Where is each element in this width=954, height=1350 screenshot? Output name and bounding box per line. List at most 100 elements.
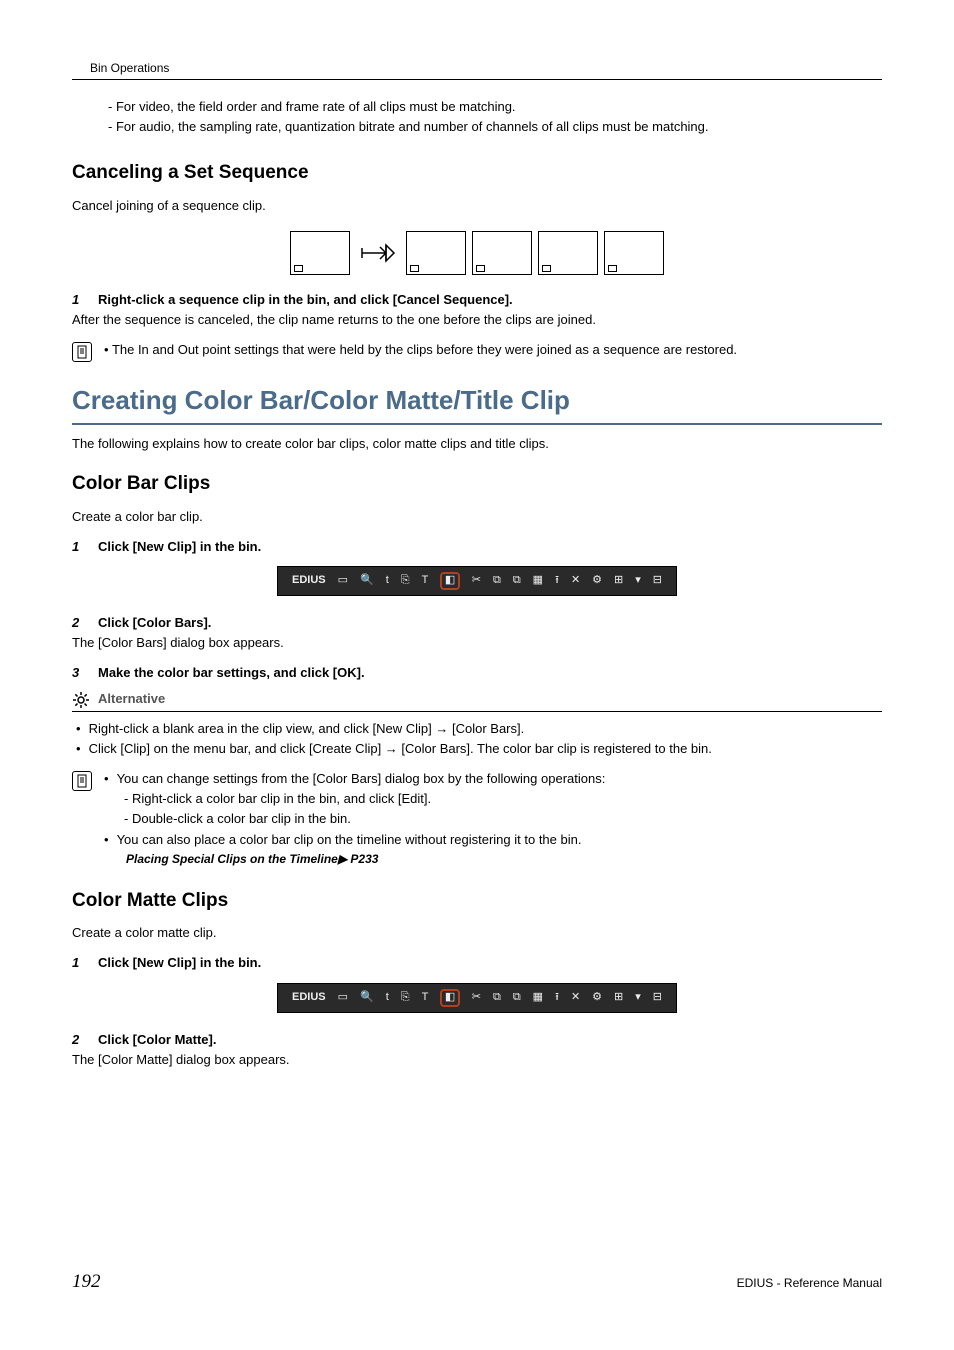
new-clip-highlighted-icon: ◧ [440, 989, 459, 1007]
note-text: The In and Out point settings that were … [112, 342, 737, 357]
alt-text: Right-click a blank area in the clip vie… [89, 720, 525, 738]
toolbar-icon: ▦ [533, 573, 543, 588]
note-text: You can also place a color bar clip on t… [117, 831, 582, 849]
step-row: 1 Click [New Clip] in the bin. [72, 538, 882, 556]
arrow-icon [356, 231, 400, 275]
list-item: - For video, the field order and frame r… [108, 98, 882, 116]
toolbar-icon: ⊟ [653, 990, 662, 1005]
creating-desc: The following explains how to create col… [72, 435, 882, 453]
toolbar-icon: ▭ [338, 573, 348, 588]
bullet-icon: • [76, 740, 81, 758]
toolbar-icon: 🔍 [360, 990, 374, 1005]
gear-icon [72, 691, 90, 709]
note-content: • You can change settings from the [Color… [104, 770, 882, 868]
toolbar-icon: ✂ [472, 990, 481, 1005]
toolbar-icon: T [422, 573, 429, 588]
toolbar-icon: ✕ [571, 573, 580, 588]
bullet-icon: • [104, 770, 109, 788]
list-item: - For audio, the sampling rate, quantiza… [108, 118, 882, 136]
toolbar-icon: ⧉ [493, 990, 501, 1005]
toolbar-icon: t [386, 990, 389, 1005]
toolbar-icon: ▭ [338, 990, 348, 1005]
diagram-result-clip [604, 231, 664, 275]
toolbar-icon: ⧉ [513, 990, 521, 1005]
bullet-icon: • [76, 720, 81, 738]
toolbar-icon: ▾ [635, 990, 641, 1005]
toolbar-icon: ✂ [472, 573, 481, 588]
cancel-diagram [72, 231, 882, 275]
edius-logo: EDIUS [292, 573, 326, 588]
step-after-text: The [Color Matte] dialog box appears. [72, 1051, 882, 1069]
note-icon [72, 771, 92, 791]
page-footer: 192 EDIUS - Reference Manual [72, 1269, 882, 1296]
note-sub-text: Right-click a color bar clip in the bin,… [132, 791, 431, 806]
note-sub: - Right-click a color bar clip in the bi… [104, 790, 882, 808]
step-number: 1 [72, 954, 86, 972]
heading-cancel: Canceling a Set Sequence [72, 160, 882, 187]
step-row: 1 Click [New Clip] in the bin. [72, 954, 882, 972]
footer-text: EDIUS - Reference Manual [737, 1275, 882, 1292]
cross-reference: Placing Special Clips on the Timeline▶ P… [104, 851, 882, 868]
step-row: 1 Right-click a sequence clip in the bin… [72, 291, 882, 309]
alternative-header: Alternative [72, 690, 882, 711]
colormatte-desc: Create a color matte clip. [72, 924, 882, 942]
diagram-result-clip [406, 231, 466, 275]
step-row: 2 Click [Color Matte]. [72, 1031, 882, 1049]
toolbar-icon: ⚙ [592, 990, 602, 1005]
heading-creating: Creating Color Bar/Color Matte/Title Cli… [72, 382, 882, 424]
toolbar-icon: ⎘ [401, 990, 410, 1005]
step-row: 2 Click [Color Bars]. [72, 614, 882, 632]
step-number: 1 [72, 538, 86, 556]
note-sub-text: Double-click a color bar clip in the bin… [132, 811, 351, 826]
cancel-desc: Cancel joining of a sequence clip. [72, 197, 882, 215]
colorbar-desc: Create a color bar clip. [72, 508, 882, 526]
step-number: 2 [72, 614, 86, 632]
note-content: • The In and Out point settings that wer… [104, 341, 737, 359]
step-text: Click [Color Bars]. [98, 614, 211, 632]
heading-colormatte: Color Matte Clips [72, 888, 882, 915]
toolbar-icon: ▦ [533, 990, 543, 1005]
toolbar-icon: ⚙ [592, 573, 602, 588]
step-number: 1 [72, 291, 86, 309]
alt-text: Click [Clip] on the menu bar, and click … [89, 740, 712, 758]
step-text: Click [Color Matte]. [98, 1031, 216, 1049]
toolbar-icon: ◧ [445, 990, 455, 1005]
heading-colorbar: Color Bar Clips [72, 471, 882, 498]
step-text: Make the color bar settings, and click [… [98, 664, 365, 682]
toolbar-icon: T [422, 990, 429, 1005]
intro-list: - For video, the field order and frame r… [72, 98, 882, 136]
toolbar-icon: t [386, 573, 389, 588]
edius-logo: EDIUS [292, 990, 326, 1005]
step-text: Click [New Clip] in the bin. [98, 954, 261, 972]
step-text: Right-click a sequence clip in the bin, … [98, 291, 513, 309]
page-header: Bin Operations [72, 60, 882, 80]
diagram-result-clip [538, 231, 598, 275]
toolbar-icon: 🔍 [360, 573, 374, 588]
page-number: 192 [72, 1269, 101, 1296]
note-sub: - Double-click a color bar clip in the b… [104, 810, 882, 828]
intro-item-text: For audio, the sampling rate, quantizati… [116, 119, 709, 134]
toolbar-icon: ⎘ [401, 573, 410, 588]
cancel-after-text: After the sequence is canceled, the clip… [72, 311, 882, 329]
note-text: You can change settings from the [Color … [117, 770, 606, 788]
toolbar-icon: ✕ [571, 990, 580, 1005]
toolbar-icon: ⊞ [614, 573, 623, 588]
toolbar-icon: ⧉ [493, 573, 501, 588]
toolbar-icon: ⊟ [653, 573, 662, 588]
intro-item-text: For video, the field order and frame rat… [116, 99, 516, 114]
step-number: 2 [72, 1031, 86, 1049]
bullet-icon: • [104, 831, 109, 849]
alt-bullet: • Click [Clip] on the menu bar, and clic… [72, 740, 882, 758]
bin-toolbar-screenshot: EDIUS ▭ 🔍 t ⎘ T ◧ ✂ ⧉ ⧉ ▦ ⭱ ✕ ⚙ ⊞ ▾ ⊟ [277, 566, 677, 596]
step-after-text: The [Color Bars] dialog box appears. [72, 634, 882, 652]
note-row: • The In and Out point settings that wer… [72, 341, 882, 362]
step-text: Click [New Clip] in the bin. [98, 538, 261, 556]
bin-toolbar-screenshot: EDIUS ▭ 🔍 t ⎘ T ◧ ✂ ⧉ ⧉ ▦ ⭱ ✕ ⚙ ⊞ ▾ ⊟ [277, 983, 677, 1013]
header-section: Bin Operations [90, 61, 169, 75]
toolbar-icon: ▾ [635, 573, 641, 588]
diagram-result-clip [472, 231, 532, 275]
toolbar-icon: ⭱ [555, 990, 559, 1005]
alternative-title: Alternative [98, 690, 165, 708]
step-row: 3 Make the color bar settings, and click… [72, 664, 882, 682]
toolbar-icon: ⭱ [555, 573, 559, 588]
